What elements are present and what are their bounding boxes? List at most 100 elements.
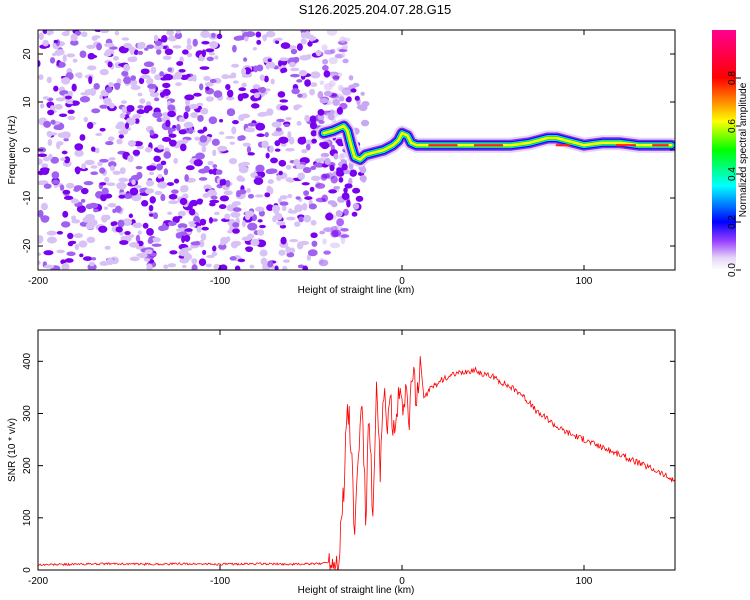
noise-blob	[175, 123, 181, 131]
snr-ticks: -200 -100 0 100 0 100 200 300 400	[22, 330, 675, 587]
noise-blob	[240, 92, 249, 99]
noise-blob	[50, 119, 56, 125]
noise-blob	[183, 111, 189, 120]
noise-blob	[163, 168, 169, 176]
noise-blob	[278, 170, 283, 176]
noise-blob	[50, 156, 60, 164]
noise-blob	[46, 236, 58, 244]
noise-blob	[259, 249, 268, 257]
noise-blob	[107, 161, 117, 168]
noise-blob	[287, 131, 292, 139]
noise-blob	[145, 105, 153, 112]
noise-blob	[148, 204, 154, 212]
noise-blob	[255, 31, 262, 38]
noise-blob	[46, 130, 53, 138]
noise-blob	[153, 34, 159, 42]
noise-blob	[322, 65, 329, 71]
noise-blob	[279, 195, 288, 200]
spectrogram-ylabel: Frequency (Hz)	[7, 116, 18, 185]
noise-blob	[67, 115, 76, 121]
noise-blob	[114, 30, 120, 36]
noise-blob	[208, 52, 216, 56]
noise-blob	[154, 74, 162, 81]
noise-blob	[56, 141, 61, 150]
noise-blob	[242, 142, 251, 147]
noise-blob	[285, 164, 292, 170]
frequency-ridge	[316, 118, 675, 168]
noise-blob	[294, 204, 304, 213]
noise-blob	[221, 74, 230, 80]
noise-blob	[189, 223, 197, 228]
noise-blob	[109, 165, 115, 172]
noise-blob	[291, 88, 300, 95]
noise-blob	[98, 225, 108, 233]
noise-blob	[265, 152, 270, 159]
noise-blob	[226, 96, 235, 101]
noise-blob	[103, 97, 112, 105]
noise-blob	[53, 85, 59, 92]
noise-blob	[104, 176, 110, 183]
noise-blob	[205, 263, 212, 268]
noise-blob	[93, 83, 100, 90]
noise-blob	[241, 82, 248, 88]
noise-blob	[141, 199, 149, 207]
noise-blob	[72, 100, 78, 105]
noise-blob	[149, 196, 156, 204]
noise-blob	[266, 204, 274, 212]
noise-blob	[272, 215, 277, 223]
noise-blob	[216, 33, 223, 40]
noise-blob	[253, 65, 259, 73]
noise-blob	[211, 138, 220, 146]
noise-blob	[145, 147, 153, 153]
noise-blob	[320, 155, 326, 163]
noise-blob	[350, 88, 357, 93]
noise-blob	[129, 256, 140, 262]
noise-blob	[106, 257, 114, 266]
noise-blob	[128, 46, 136, 53]
noise-blob	[197, 198, 203, 205]
noise-blob	[302, 167, 312, 174]
noise-blob	[192, 38, 198, 47]
noise-blob	[212, 245, 217, 252]
noise-blob	[219, 241, 225, 246]
noise-blob	[267, 58, 272, 63]
noise-blob	[335, 138, 344, 145]
noise-blob	[104, 42, 115, 48]
noise-blob	[207, 160, 214, 166]
noise-blob	[297, 264, 305, 269]
noise-blob	[146, 227, 154, 236]
noise-blob	[263, 75, 269, 83]
noise-blob	[184, 94, 195, 101]
noise-blob	[117, 219, 125, 228]
noise-blob	[144, 47, 149, 51]
noise-blob	[121, 106, 127, 114]
noise-blob	[173, 157, 178, 164]
noise-blob	[91, 257, 97, 261]
noise-blob	[250, 103, 260, 109]
noise-blob	[56, 231, 64, 235]
noise-blob	[338, 177, 344, 183]
noise-blob	[187, 52, 193, 58]
noise-blob	[154, 190, 163, 196]
noise-blob	[257, 87, 264, 93]
noise-blob	[270, 78, 275, 85]
noise-blob	[337, 84, 344, 92]
noise-blob	[88, 75, 93, 84]
noise-blob	[178, 129, 187, 135]
noise-blob	[149, 213, 154, 217]
noise-blob	[253, 92, 260, 99]
noise-blob	[87, 65, 97, 71]
noise-blob	[232, 222, 240, 228]
noise-blob	[145, 101, 152, 106]
noise-blob	[152, 212, 159, 220]
noise-blob	[178, 231, 188, 236]
noise-blob	[108, 157, 116, 161]
noise-blob	[43, 120, 51, 128]
noise-blob	[79, 50, 87, 58]
noise-blob	[255, 164, 265, 173]
noise-blob	[49, 57, 56, 64]
noise-blob	[153, 97, 160, 102]
noise-blob	[309, 88, 315, 96]
noise-blob	[42, 156, 51, 162]
